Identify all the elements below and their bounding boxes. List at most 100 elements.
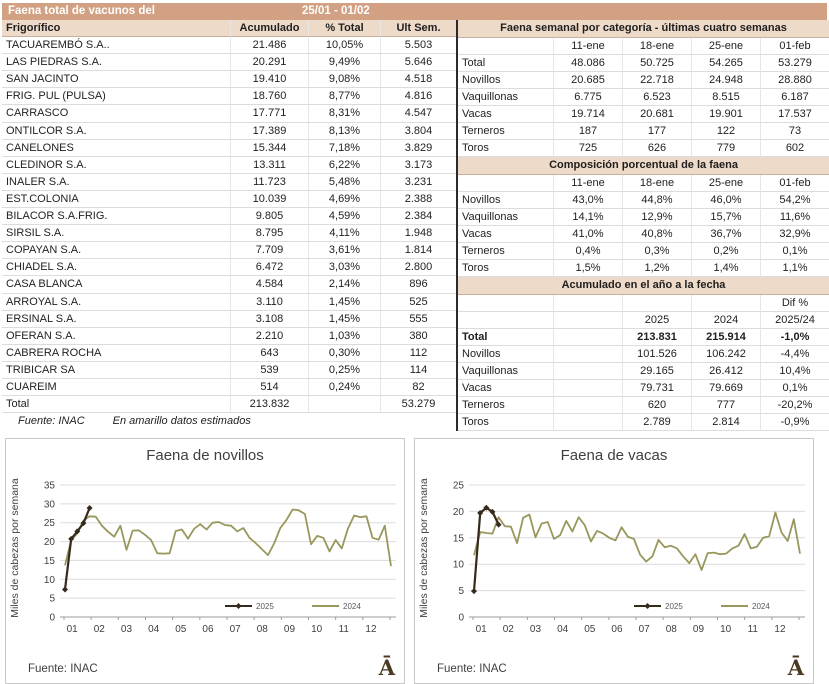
table-cell: 213.831 (622, 328, 691, 346)
chart-source: Fuente: INAC (28, 663, 98, 676)
table-cell: CABRERA ROCHA (2, 345, 230, 362)
table-cell: CANELONES (2, 140, 230, 157)
novillos-chart: Faena de novillos Miles de cabezas por s… (5, 438, 405, 684)
table-cell: 20.291 (230, 54, 308, 72)
svg-text:10: 10 (453, 560, 465, 571)
table-cell: -1,0% (760, 328, 829, 346)
table-cell (553, 311, 622, 329)
table-cell: 1,2% (622, 260, 691, 278)
table-cell: 18.760 (230, 88, 308, 106)
table-cell: 539 (230, 361, 308, 379)
table-cell: 20.685 (553, 71, 622, 89)
table-cell: 3.108 (230, 310, 308, 328)
table-cell: 79.731 (622, 380, 691, 398)
table-cell: 3.829 (380, 139, 456, 157)
table-cell: EST.COLONIA (2, 191, 230, 209)
table-cell: 17.537 (760, 105, 829, 123)
table-cell: COPAYAN S.A. (2, 242, 230, 260)
table-cell: 3.231 (380, 173, 456, 191)
table-cell: 01-feb (760, 37, 829, 55)
table-cell: 215.914 (691, 328, 760, 346)
table-cell: 17.771 (230, 105, 308, 123)
table-cell: 2025/24 (760, 311, 829, 329)
table-cell: 106.242 (691, 346, 760, 364)
table-cell: Toros (458, 140, 553, 158)
table-cell: 4.584 (230, 276, 308, 294)
svg-text:0: 0 (458, 613, 464, 624)
table-cell: 6.775 (553, 88, 622, 106)
table-cell: 725 (553, 140, 622, 158)
table-cell: 82 (380, 378, 456, 397)
table-cell: 32,9% (760, 225, 829, 244)
table-cell: TACUAREMBÓ S.A.. (2, 37, 230, 55)
table-cell: 26.412 (691, 363, 760, 381)
table-cell: 79.669 (691, 380, 760, 398)
table-cell: 779 (691, 140, 760, 158)
svg-text:35: 35 (44, 481, 56, 492)
table-cell: Total (458, 55, 553, 72)
svg-text:03: 03 (121, 624, 133, 635)
table-cell: 122 (691, 122, 760, 141)
table-cell (553, 363, 622, 381)
table-cell: OFERAN S.A. (2, 328, 230, 345)
composition-table: 11-ene 18-ene 25-ene 01-feb Novillos 43,0% 44,… (458, 174, 829, 278)
report-date-range: 25/01 - 01/02 (302, 5, 370, 17)
table-cell: 24.948 (691, 71, 760, 89)
table-cell: FRIG. PUL (PULSA) (2, 88, 230, 106)
table-cell: 114 (380, 361, 456, 379)
table-cell: 19.901 (691, 105, 760, 123)
svg-text:12: 12 (365, 624, 377, 635)
inac-logo: Ā (787, 655, 804, 681)
table-cell: 555 (380, 310, 456, 328)
table-cell: CHIADEL S.A. (2, 259, 230, 277)
svg-text:09: 09 (284, 624, 296, 635)
chart-title: Faena de novillos (146, 447, 264, 465)
svg-text:09: 09 (693, 624, 705, 635)
table-cell: 1,4% (691, 260, 760, 278)
table-cell: 0,30% (308, 344, 380, 362)
table-cell (553, 328, 622, 346)
svg-text:06: 06 (202, 624, 214, 635)
svg-text:05: 05 (175, 624, 187, 635)
table-cell: 54.265 (691, 54, 760, 72)
table-cell: 22.718 (622, 71, 691, 89)
table-cell: 01-feb (760, 174, 829, 192)
svg-text:25: 25 (453, 481, 465, 492)
svg-text:2024: 2024 (752, 602, 770, 611)
table-cell: 48.086 (553, 54, 622, 72)
estimated-note: En amarillo datos estimados (112, 415, 251, 428)
weekly-by-category-title: Faena semanal por categoría - últimas cu… (458, 20, 829, 38)
table-footer: Fuente: INAC En amarillo datos estimados (2, 413, 456, 430)
table-cell (458, 312, 553, 329)
table-cell (308, 396, 380, 414)
table-cell: BILACOR S.A.FRIG. (2, 208, 230, 226)
table-cell: Novillos (458, 192, 553, 209)
table-cell: 12,9% (622, 208, 691, 226)
table-cell: 4.518 (380, 71, 456, 89)
table-cell: 19.410 (230, 71, 308, 89)
table-cell: 0,24% (308, 378, 380, 397)
table-cell: 3,03% (308, 259, 380, 277)
table-cell: 602 (760, 140, 829, 158)
table-cell: ONTILCOR S.A. (2, 123, 230, 140)
table-cell: 514 (230, 378, 308, 397)
table-cell: 0,2% (691, 243, 760, 261)
table-cell: 28.880 (760, 71, 829, 89)
table-cell: LAS PIEDRAS S.A. (2, 54, 230, 72)
table-cell: 10,05% (308, 37, 380, 55)
table-cell: Vacas (458, 380, 553, 398)
inac-logo: Ā (378, 655, 395, 681)
table-cell: 8,13% (308, 122, 380, 140)
table-cell: 25-ene (691, 174, 760, 192)
svg-text:08: 08 (257, 624, 269, 635)
table-cell: 14,1% (553, 208, 622, 226)
table-cell: 2025 (622, 311, 691, 329)
table-cell: 2.210 (230, 327, 308, 345)
table-cell: ARROYAL S.A. (2, 294, 230, 311)
charts-zone: Faena de novillos Miles de cabezas por s… (5, 438, 827, 684)
table-cell: Vacas (458, 106, 553, 123)
table-cell: 101.526 (622, 346, 691, 364)
table-cell (553, 380, 622, 398)
table-cell: 896 (380, 276, 456, 294)
table-cell: 2,14% (308, 276, 380, 294)
